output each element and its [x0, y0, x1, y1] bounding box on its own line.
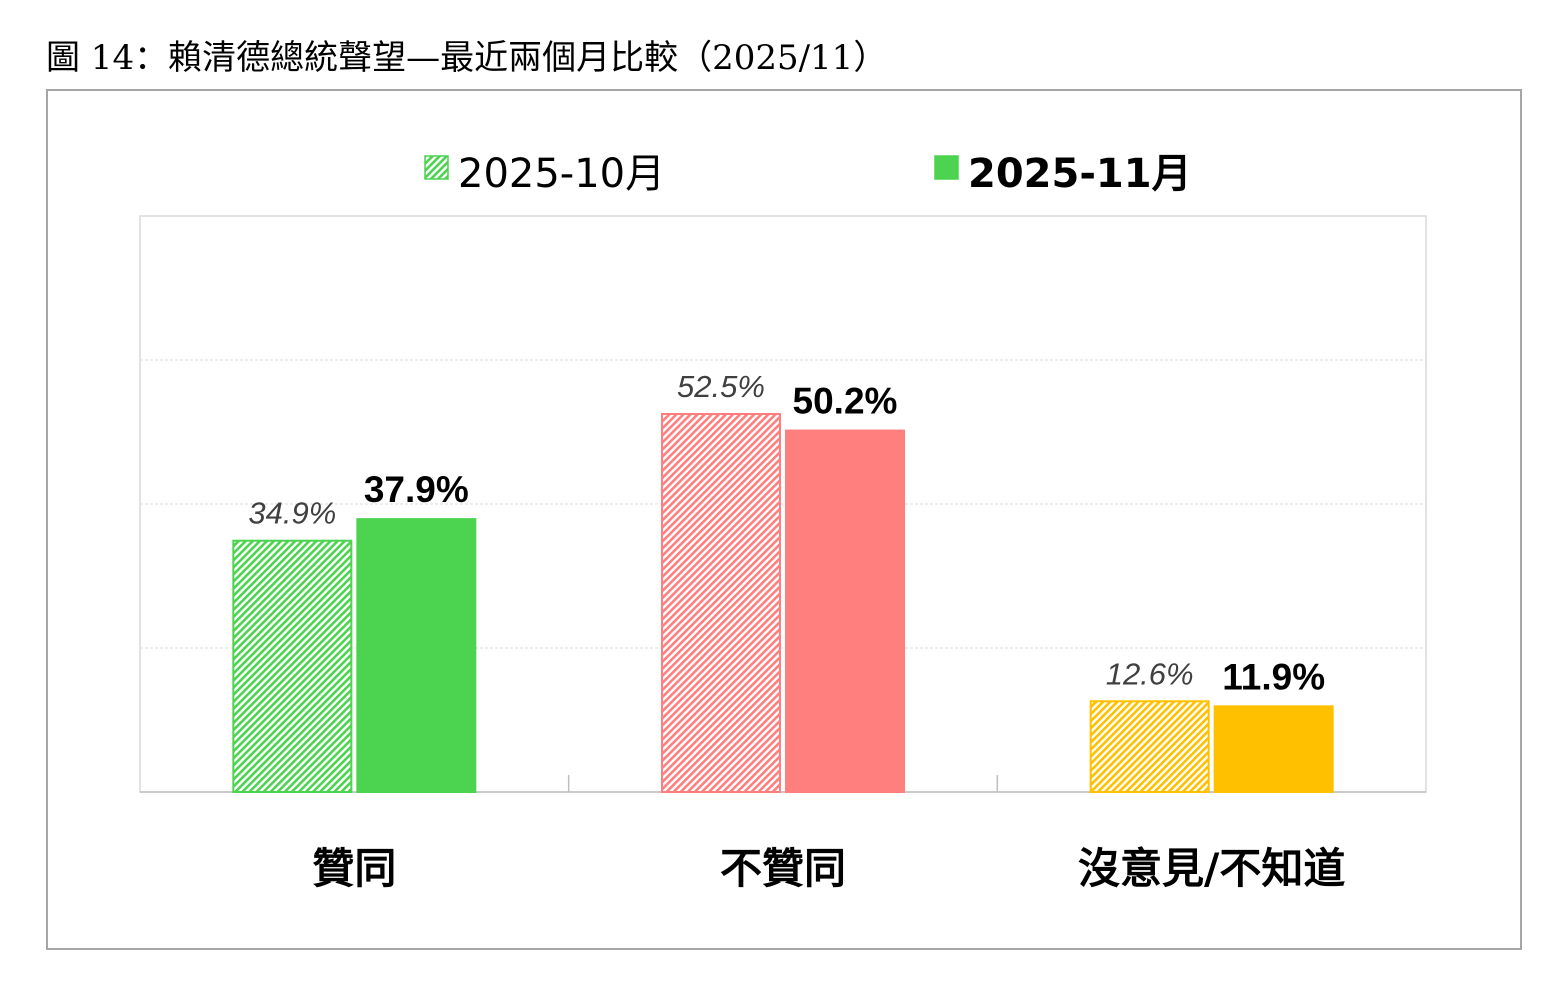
data-label: 12.6% [1106, 656, 1194, 691]
legend-label-1: 2025-11月 [968, 151, 1192, 197]
bar-oct-1 [661, 413, 781, 793]
data-label: 50.2% [793, 381, 898, 422]
data-label: 37.9% [364, 469, 469, 510]
legend-swatch-0 [424, 155, 449, 180]
data-label: 34.9% [248, 496, 336, 531]
category-label: 沒意見/不知道 [1078, 844, 1345, 893]
category-label: 不贊同 [720, 844, 846, 893]
figure-title: 圖 14：賴清德總統聲望—最近兩個月比較（2025/11） [46, 38, 888, 78]
bar-oct-2 [1089, 700, 1210, 794]
category-label: 贊同 [312, 844, 396, 893]
data-label: 11.9% [1222, 656, 1325, 697]
data-label: 52.5% [677, 369, 765, 404]
bar-nov-2 [1213, 705, 1334, 794]
chart-frame [46, 89, 1522, 950]
legend-swatch-1 [934, 155, 959, 180]
legend-label-0: 2025-10月 [458, 151, 665, 197]
bar-oct-0 [232, 539, 353, 793]
bar-nov-1 [785, 429, 905, 793]
bar-nov-0 [356, 518, 477, 793]
